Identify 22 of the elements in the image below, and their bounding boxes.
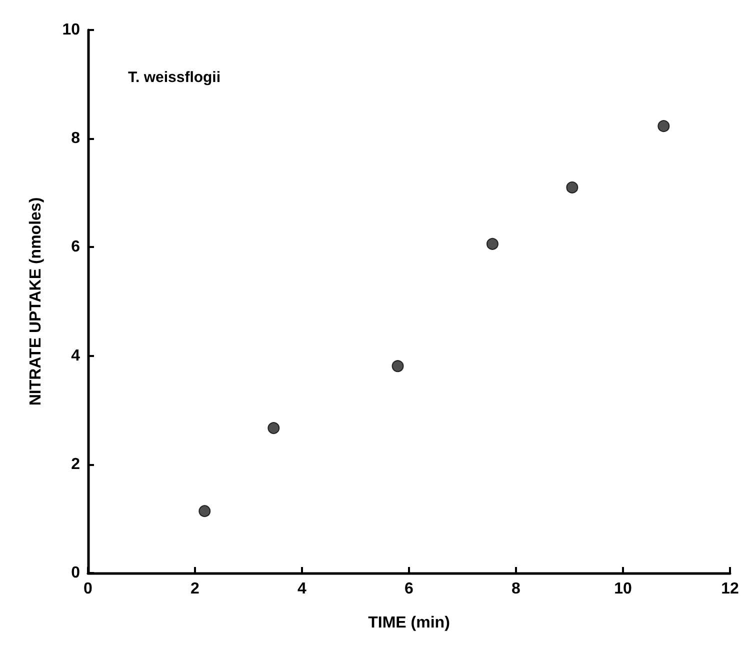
- y-tick-label: 0: [71, 564, 80, 582]
- x-tick-label: 0: [84, 580, 93, 598]
- y-tick-label: 6: [71, 238, 80, 256]
- y-axis-title: NITRATE UPTAKE (nmoles): [28, 197, 44, 406]
- annotation: T. weissflogii: [128, 69, 221, 86]
- point: [198, 505, 211, 518]
- y-tick-label: 2: [71, 456, 80, 473]
- x-tick-label: 6: [404, 580, 414, 598]
- point: [268, 422, 280, 434]
- x-tick-label: 2: [190, 580, 200, 598]
- point: [566, 181, 578, 194]
- point: [658, 120, 670, 132]
- x-tick-label: 8: [512, 580, 521, 598]
- point: [392, 360, 404, 372]
- x-axis-title: TIME (min): [368, 614, 450, 632]
- point: [486, 238, 498, 250]
- y-tick-label: 4: [71, 347, 80, 364]
- y-tick-label: 8: [71, 130, 80, 148]
- y-tick-label: 10: [62, 22, 80, 38]
- x-tick-label: 12: [721, 580, 739, 598]
- x-tick-label: 10: [614, 580, 632, 598]
- x-tick-label: 4: [298, 580, 307, 598]
